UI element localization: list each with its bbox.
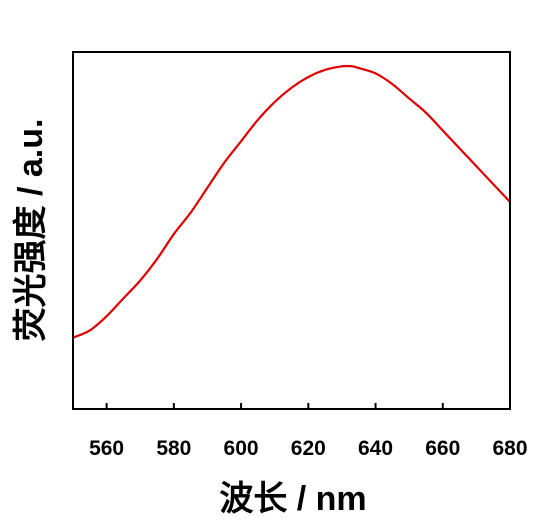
x-tick-label: 560 <box>89 437 124 460</box>
x-tick-label: 640 <box>358 437 393 460</box>
plot-frame <box>72 51 511 410</box>
x-tick-label: 620 <box>291 437 326 460</box>
x-tick-label: 680 <box>492 437 527 460</box>
x-axis-label: 波长 / nm <box>219 480 366 518</box>
x-tick-label: 660 <box>425 437 460 460</box>
y-axis-label: 荧光强度 / a.u. <box>12 119 50 342</box>
series-line <box>72 64 511 339</box>
x-tick-label: 600 <box>224 437 259 460</box>
x-tick-label: 580 <box>156 437 191 460</box>
plot-area <box>72 64 511 339</box>
x-ticks: 560 580 600 620 640 660 680 <box>89 403 528 460</box>
